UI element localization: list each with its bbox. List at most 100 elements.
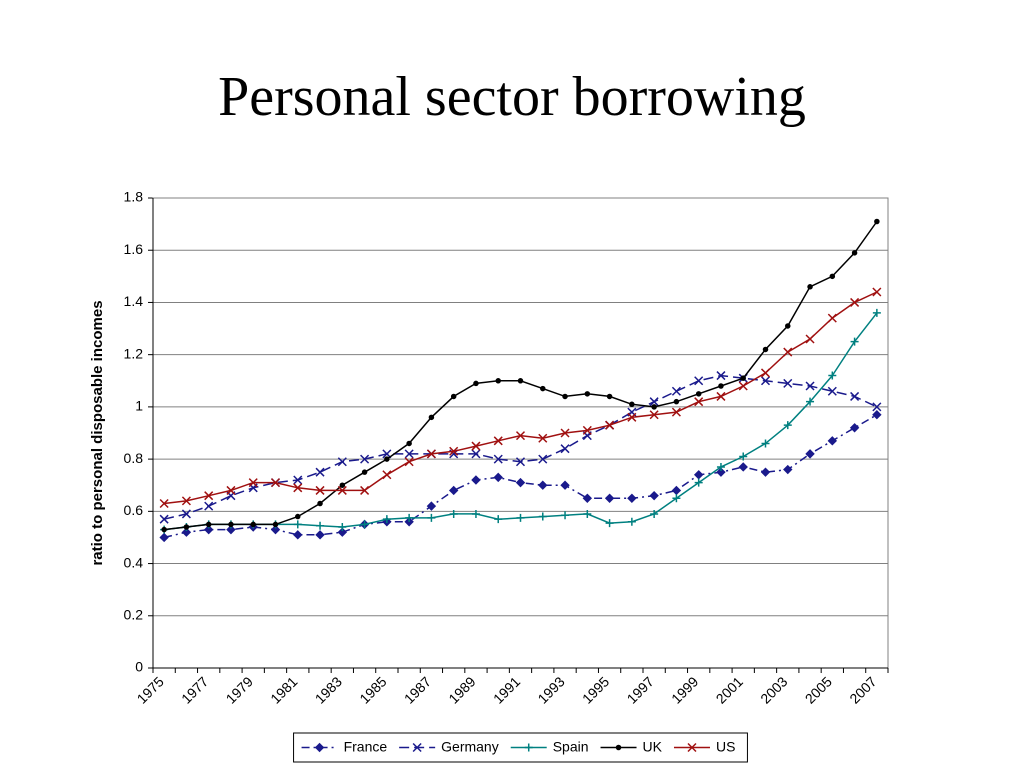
y-tick-label: 1 bbox=[135, 398, 143, 414]
marker bbox=[671, 407, 681, 417]
marker bbox=[651, 404, 657, 410]
marker bbox=[783, 421, 792, 430]
marker bbox=[762, 346, 769, 353]
x-tick-label: 1999 bbox=[668, 673, 701, 706]
series-line bbox=[163, 374, 878, 520]
y-tick-label: 1.6 bbox=[124, 241, 144, 257]
marker bbox=[515, 457, 526, 467]
marker bbox=[851, 250, 858, 256]
marker bbox=[450, 393, 457, 400]
marker bbox=[181, 496, 191, 506]
series bbox=[161, 218, 880, 533]
marker bbox=[250, 521, 256, 528]
marker bbox=[850, 391, 860, 401]
marker bbox=[807, 284, 813, 290]
marker bbox=[805, 381, 815, 391]
marker bbox=[204, 501, 214, 511]
marker bbox=[783, 464, 793, 475]
marker bbox=[406, 440, 412, 447]
marker bbox=[561, 511, 570, 520]
y-tick-label: 1.2 bbox=[124, 345, 144, 361]
marker bbox=[159, 514, 169, 524]
marker bbox=[783, 347, 793, 357]
marker bbox=[183, 524, 190, 530]
marker bbox=[650, 509, 659, 518]
marker bbox=[293, 530, 303, 540]
marker bbox=[493, 472, 503, 483]
marker bbox=[337, 485, 347, 495]
x-tick-label: 1977 bbox=[178, 673, 211, 706]
marker bbox=[627, 412, 637, 422]
marker bbox=[694, 376, 704, 386]
marker bbox=[360, 454, 370, 464]
marker bbox=[317, 500, 323, 507]
legend-label: UK bbox=[643, 739, 663, 755]
x-tick-label: 1991 bbox=[490, 673, 523, 706]
marker bbox=[382, 515, 391, 524]
marker bbox=[695, 391, 702, 397]
marker bbox=[270, 524, 281, 535]
marker bbox=[605, 519, 614, 528]
marker bbox=[515, 477, 526, 488]
marker bbox=[448, 485, 459, 496]
marker bbox=[849, 423, 860, 433]
marker bbox=[404, 457, 414, 467]
marker bbox=[226, 524, 236, 535]
marker bbox=[740, 375, 746, 381]
marker bbox=[248, 478, 258, 488]
series bbox=[159, 371, 882, 524]
marker bbox=[516, 513, 525, 522]
marker bbox=[471, 441, 481, 451]
marker bbox=[874, 218, 880, 225]
marker bbox=[582, 493, 593, 503]
marker bbox=[760, 376, 771, 386]
legend-marker bbox=[524, 743, 533, 752]
marker bbox=[605, 420, 615, 430]
marker bbox=[827, 436, 838, 446]
marker bbox=[806, 397, 815, 406]
marker bbox=[293, 475, 303, 485]
marker bbox=[426, 501, 437, 511]
marker bbox=[672, 494, 681, 503]
marker bbox=[627, 517, 636, 526]
marker bbox=[272, 521, 279, 528]
legend-marker bbox=[412, 742, 422, 753]
marker bbox=[606, 393, 613, 400]
marker bbox=[649, 397, 659, 407]
marker bbox=[493, 436, 503, 446]
marker bbox=[295, 513, 301, 520]
marker bbox=[515, 431, 526, 441]
x-tick-label: 1983 bbox=[312, 673, 345, 706]
x-tick-label: 1993 bbox=[534, 673, 567, 706]
marker bbox=[850, 297, 860, 307]
marker bbox=[760, 368, 771, 378]
chart-title: Personal sector borrowing bbox=[218, 66, 806, 128]
legend-label: US bbox=[716, 739, 735, 755]
marker bbox=[562, 393, 568, 400]
marker bbox=[738, 462, 748, 472]
marker bbox=[583, 509, 592, 518]
marker bbox=[694, 478, 703, 487]
marker bbox=[161, 526, 167, 533]
marker bbox=[671, 386, 681, 396]
marker bbox=[315, 530, 325, 540]
marker bbox=[293, 520, 302, 529]
y-tick-label: 1.4 bbox=[124, 293, 144, 309]
marker bbox=[337, 457, 347, 467]
marker bbox=[471, 509, 480, 518]
marker bbox=[159, 532, 169, 543]
series bbox=[160, 308, 881, 534]
marker bbox=[315, 485, 325, 495]
marker bbox=[761, 439, 770, 448]
y-tick-label: 0.6 bbox=[124, 502, 144, 518]
marker bbox=[739, 452, 748, 461]
x-tick-label: 2001 bbox=[713, 673, 746, 706]
marker bbox=[783, 378, 793, 388]
x-tick-label: 1987 bbox=[401, 673, 434, 706]
marker bbox=[337, 527, 348, 537]
marker bbox=[204, 491, 214, 501]
marker bbox=[205, 521, 212, 528]
marker bbox=[827, 386, 837, 396]
